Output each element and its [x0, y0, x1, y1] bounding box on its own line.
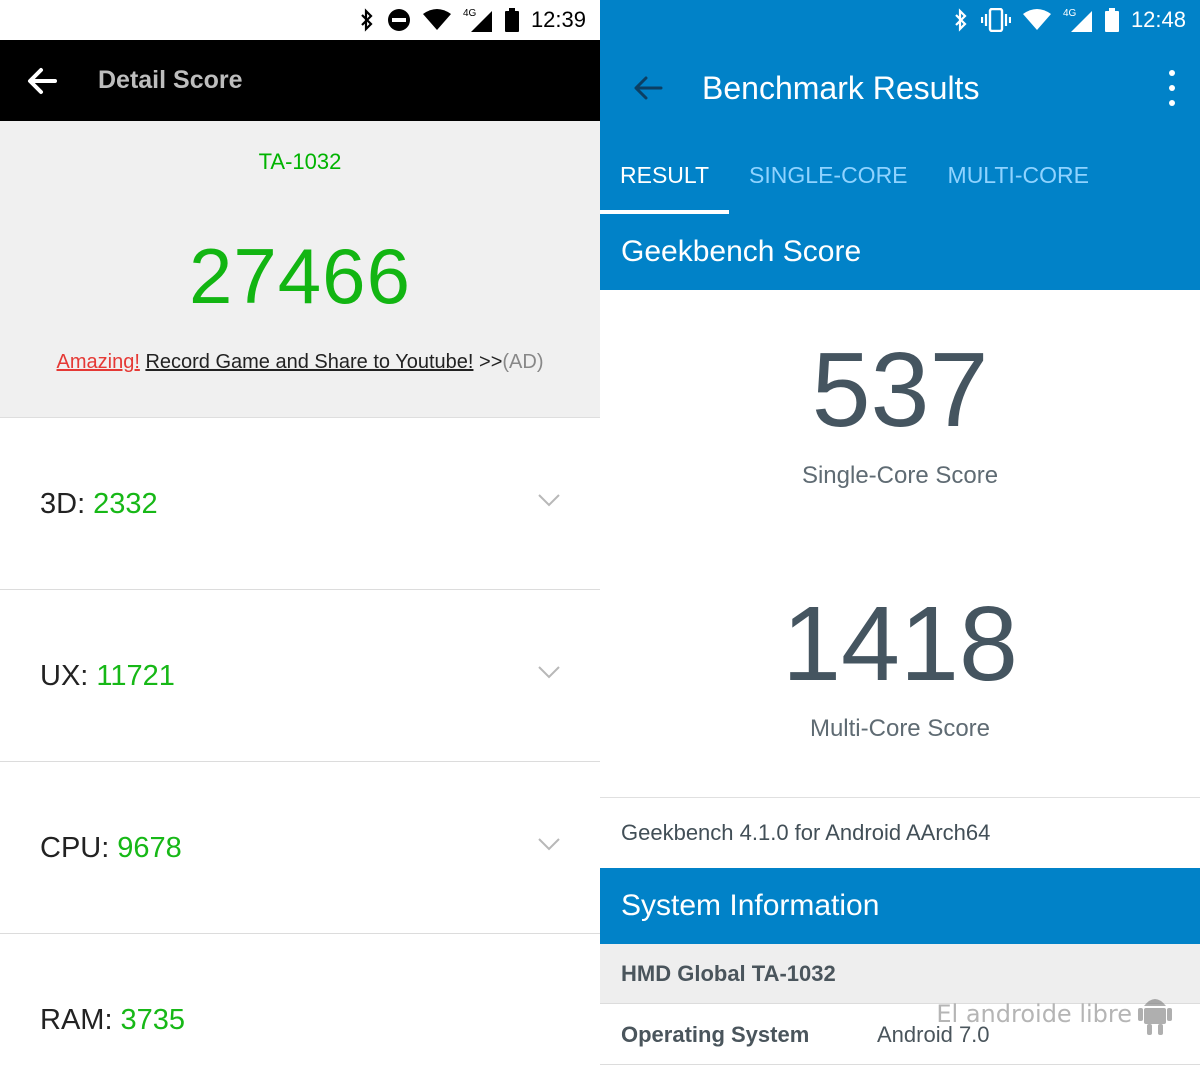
vibrate-icon [980, 8, 1011, 32]
back-arrow-icon [28, 67, 57, 94]
bluetooth-icon [359, 8, 375, 32]
row-label: UX: [40, 659, 89, 692]
system-info-header: System Information [600, 868, 1200, 944]
scores-card: 537 Single-Core Score 1418 Multi-Core Sc… [600, 290, 1200, 798]
ad-record-link[interactable]: Record Game and Share to Youtube! [145, 351, 474, 373]
multi-core-score: 1418 [782, 585, 1018, 703]
version-text: Geekbench 4.1.0 for Android AArch64 [600, 798, 1200, 868]
antutu-screen: 4G 12:39 Detail Score TA-1032 27466 Amaz… [0, 0, 600, 1067]
total-score: 27466 [189, 232, 411, 320]
app-bar: Detail Score [0, 40, 600, 121]
chevron-down-icon[interactable] [538, 494, 560, 508]
back-button[interactable] [0, 40, 84, 121]
os-value: Android 7.0 [877, 1021, 990, 1047]
status-bar: 4G 12:48 [600, 0, 1200, 40]
score-row-3d[interactable]: 3D: 2332 [0, 419, 600, 590]
geekbench-score-header: Geekbench Score [600, 214, 1200, 290]
page-title: Detail Score [98, 66, 243, 94]
score-summary: TA-1032 27466 Amazing! Record Game and S… [0, 121, 600, 418]
wifi-icon [422, 9, 451, 31]
os-row: Operating System Android 7.0 [600, 1005, 1200, 1065]
single-core-label: Single-Core Score [801, 462, 999, 489]
geekbench-screen: 4G 12:48 Benchmark Results RESULT SINGLE… [600, 0, 1200, 1067]
device-model-row: HMD Global TA-1032 [600, 944, 1200, 1004]
ad-banner[interactable]: Amazing! Record Game and Share to Youtub… [0, 351, 600, 374]
row-value: 9678 [117, 831, 182, 864]
page-title: Benchmark Results [702, 69, 980, 106]
android-robot-icon [1138, 999, 1172, 1035]
os-key: Operating System [621, 1021, 810, 1047]
row-value: 3735 [120, 1004, 186, 1036]
status-time: 12:39 [530, 7, 586, 32]
watermark-text: El androide libre [936, 1000, 1132, 1028]
score-row-ux[interactable]: UX: 11721 [0, 591, 600, 762]
chevron-down-icon[interactable] [538, 666, 560, 680]
wifi-icon [1022, 9, 1051, 31]
bluetooth-icon [953, 8, 969, 32]
score-row-ram[interactable]: RAM: 3735 [0, 935, 600, 1067]
back-button[interactable] [600, 40, 696, 136]
app-bar: Benchmark Results [600, 40, 1200, 136]
tab-single-core[interactable]: SINGLE-CORE [749, 161, 908, 188]
signal-4g-icon: 4G [1063, 7, 1093, 33]
ad-tag: (AD) [502, 351, 544, 373]
status-time: 12:48 [1130, 7, 1186, 32]
watermark: El androide libre [936, 990, 1174, 1038]
multi-core-label: Multi-Core Score [809, 715, 991, 742]
svg-text:4G: 4G [463, 8, 477, 19]
device-name: TA-1032 [258, 149, 342, 174]
row-label: RAM: [40, 1004, 113, 1036]
device-model: HMD Global TA-1032 [621, 960, 836, 986]
tab-result[interactable]: RESULT [600, 136, 730, 214]
signal-4g-icon: 4G [463, 7, 493, 33]
row-value: 2332 [93, 487, 158, 520]
status-bar: 4G 12:39 [0, 0, 600, 40]
overflow-menu-icon[interactable] [1164, 70, 1180, 106]
row-label: CPU: [40, 831, 110, 864]
row-label: 3D: [40, 487, 86, 520]
score-row-cpu[interactable]: CPU: 9678 [0, 763, 600, 934]
chevron-down-icon[interactable] [538, 838, 560, 852]
svg-text:4G: 4G [1063, 8, 1077, 19]
ad-arrows: >> [479, 351, 503, 373]
do-not-disturb-icon [387, 8, 411, 32]
single-core-score: 537 [811, 331, 989, 449]
battery-icon [1104, 8, 1119, 32]
battery-icon [504, 8, 519, 32]
ad-amazing-link[interactable]: Amazing! [56, 351, 140, 373]
tab-multi-core[interactable]: MULTI-CORE [947, 161, 1089, 188]
back-arrow-icon [634, 76, 663, 100]
tab-bar: RESULT SINGLE-CORE MULTI-CORE [600, 136, 1200, 214]
row-value: 11721 [96, 659, 175, 692]
